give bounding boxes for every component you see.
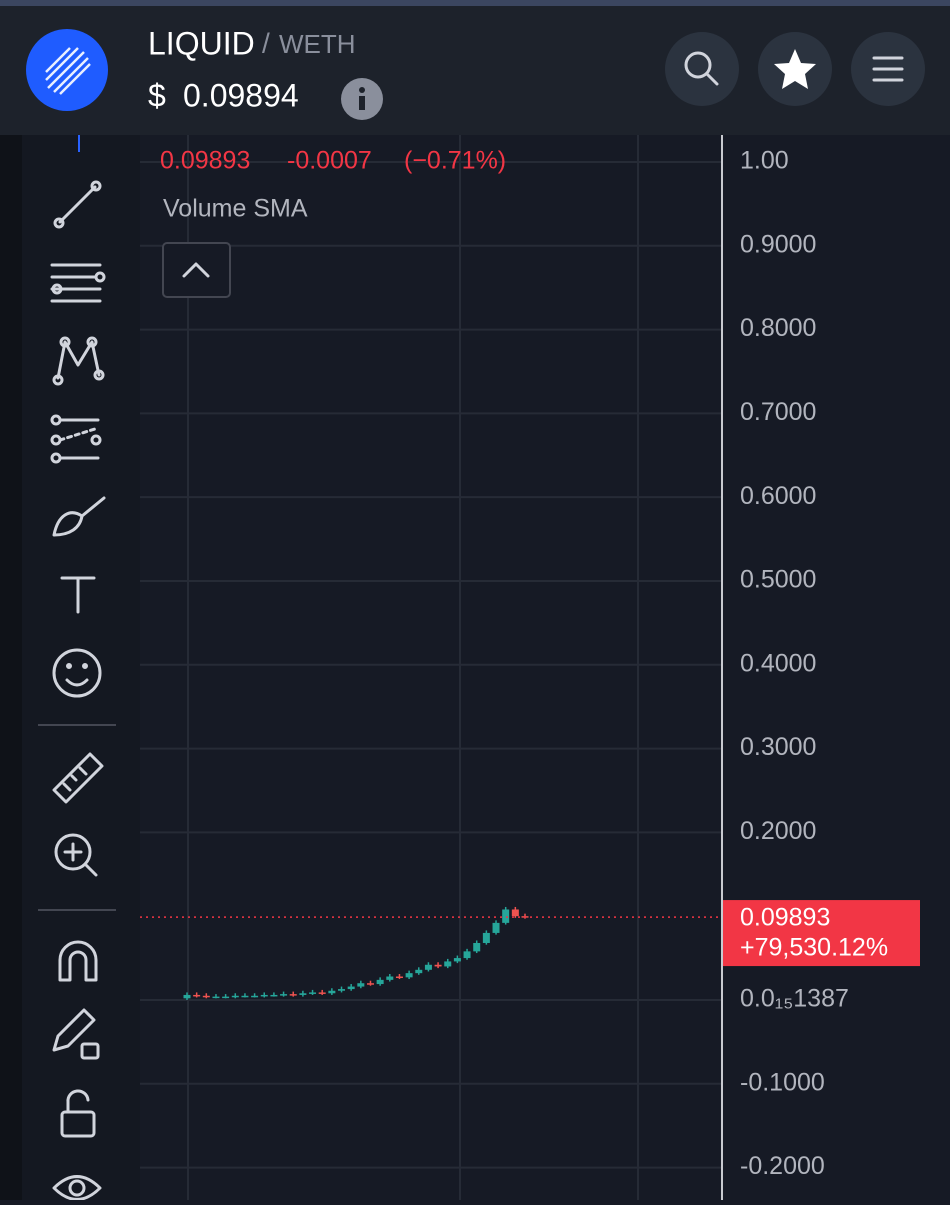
y-tick-label: -0.2000 (740, 1152, 825, 1180)
y-tick-label: 0.9000 (740, 230, 816, 258)
toolbar (22, 135, 140, 1200)
last-price-box (723, 900, 920, 967)
y-tick-label: 0.8000 (740, 314, 816, 342)
candle-body (386, 976, 394, 980)
candle-body (366, 983, 374, 985)
menu-button[interactable] (851, 32, 925, 106)
plot (140, 135, 722, 1200)
candle-body (338, 989, 346, 991)
candle-body (212, 996, 220, 999)
legend-close: 0.09893 (160, 147, 250, 175)
candle-body (280, 994, 288, 996)
candle-body (299, 993, 307, 995)
candle-body (444, 961, 452, 967)
y-tick-label: 0.2000 (740, 817, 816, 845)
candle-body (193, 994, 201, 997)
candle-body (434, 964, 442, 967)
candle-body (405, 973, 413, 978)
y-tick-label: 1.00 (740, 147, 789, 175)
info-button[interactable] (341, 78, 383, 120)
y-tick-label: 0.7000 (740, 398, 816, 426)
collapse-button[interactable] (162, 242, 231, 298)
last-price-label: 0.09893 (740, 904, 830, 932)
token-logo[interactable] (26, 29, 108, 111)
pair-base: LIQUID (148, 25, 255, 61)
candle-body (492, 922, 500, 933)
candle-body (511, 909, 519, 917)
candle-body (357, 983, 365, 987)
price-value: 0.09894 (183, 77, 299, 113)
candle-body (183, 994, 191, 999)
price-currency: $ (148, 77, 166, 113)
candle-body (202, 995, 210, 998)
favorite-button[interactable] (758, 32, 832, 106)
gutter (0, 135, 22, 1200)
candle-body (270, 994, 278, 997)
candle-body (502, 909, 510, 923)
legend-change-pct: (−0.71%) (404, 147, 506, 175)
legend-indicator: Volume SMA (163, 195, 308, 223)
candle-body (289, 994, 297, 996)
last-change-label: +79,530.12% (740, 934, 888, 962)
candle-body (347, 986, 355, 990)
candle-body (260, 994, 268, 997)
y-tick-label: 0.5000 (740, 566, 816, 594)
search-button[interactable] (665, 32, 739, 106)
candle-body (395, 976, 403, 979)
candle-body (415, 969, 423, 974)
y-tick-label: 0.4000 (740, 649, 816, 677)
header-edge (0, 0, 950, 6)
candle-body (376, 979, 384, 985)
pair-quote: WETH (279, 29, 356, 59)
toolbar-icons[interactable] (38, 135, 116, 1201)
candle-body (309, 992, 317, 994)
candle-body (328, 990, 336, 994)
candle-body (463, 951, 471, 959)
candle-body (482, 932, 490, 943)
y-tick-label: 0.3000 (740, 733, 816, 761)
candle-body (222, 996, 230, 999)
candle-body (318, 992, 326, 994)
y-tick-label: 0.6000 (740, 482, 816, 510)
y-tick-label: 0.0₁₅1387 (740, 985, 849, 1013)
candle-body (241, 995, 249, 998)
candle-body (424, 964, 432, 970)
candle-body (231, 995, 239, 998)
candle-body (251, 995, 259, 998)
legend-change: -0.0007 (287, 147, 372, 175)
pair-separator: / (262, 27, 270, 58)
candle-body (473, 942, 481, 952)
candle-body (453, 958, 461, 962)
y-tick-label: -0.1000 (740, 1068, 825, 1096)
